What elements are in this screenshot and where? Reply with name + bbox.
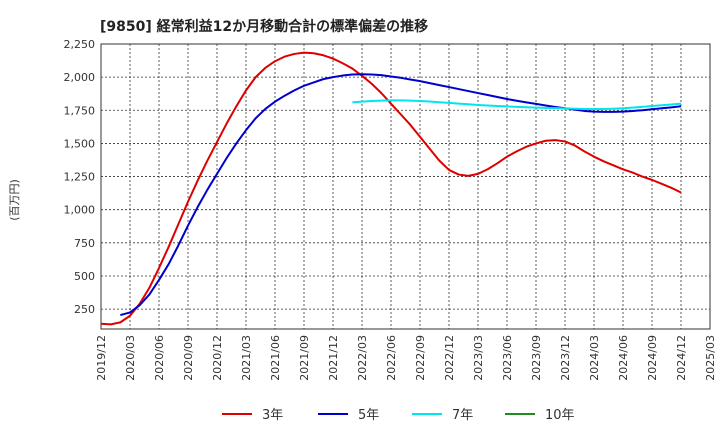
series-line-1 (120, 73, 682, 317)
x-tick-label: 2024/03 (588, 335, 601, 381)
x-tick-label: 2020/12 (211, 335, 224, 381)
y-tick-label: 1,250 (64, 171, 96, 184)
y-tick-label: 1,500 (64, 137, 96, 150)
y-tick-label: 500 (74, 270, 95, 283)
x-tick-label: 2020/03 (124, 335, 137, 381)
x-tick-label: 2024/09 (646, 335, 659, 381)
y-tick-label: 2,000 (64, 71, 96, 84)
x-tick-label: 2024/06 (617, 335, 630, 381)
x-tick-label: 2023/12 (559, 335, 572, 381)
legend-label-0: 3年 (262, 408, 283, 423)
legend-label-2: 7年 (452, 408, 473, 423)
y-tick-label: 750 (74, 237, 95, 250)
y-tick-label: 1,750 (64, 104, 96, 117)
legend: 3年 5年 7年 10年 (222, 408, 575, 423)
chart-title: [9850] 経常利益12か月移動合計の標準偏差の推移 (100, 18, 428, 35)
x-tick-label: 2022/09 (414, 335, 427, 381)
y-tick-label: 250 (74, 303, 95, 316)
x-tick-label: 2023/03 (472, 335, 485, 381)
x-tick-label: 2022/12 (443, 335, 456, 381)
series-line-0 (100, 51, 682, 326)
x-tick-label: 2021/03 (240, 335, 253, 381)
x-tick-label: 2021/09 (298, 335, 311, 381)
x-tick-label: 2019/12 (95, 335, 108, 381)
x-tick-label: 2020/06 (153, 335, 166, 381)
x-tick-label: 2024/12 (675, 335, 688, 381)
x-tick-label: 2023/09 (530, 335, 543, 381)
y-axis-label: (百万円) (8, 179, 21, 221)
x-tick-label: 2020/09 (182, 335, 195, 381)
x-tick-label: 2023/06 (501, 335, 514, 381)
plot-background (101, 44, 710, 329)
plot-area: 250 500 750 1,000 1,250 1,500 1,750 2,000 2,250 2… (64, 38, 718, 381)
legend-label-3: 10年 (545, 408, 575, 423)
x-tick-label: 2021/12 (327, 335, 340, 381)
x-tick-label: 2021/06 (269, 335, 282, 381)
plot-border (100, 43, 711, 330)
series-line-2 (352, 99, 682, 110)
x-tick-label: 2022/06 (385, 335, 398, 381)
x-tick-label: 2025/03 (704, 335, 717, 381)
x-tick-label: 2022/03 (356, 335, 369, 381)
legend-label-1: 5年 (358, 408, 379, 423)
y-tick-label: 1,000 (64, 204, 96, 217)
y-tick-label: 2,250 (64, 38, 96, 51)
